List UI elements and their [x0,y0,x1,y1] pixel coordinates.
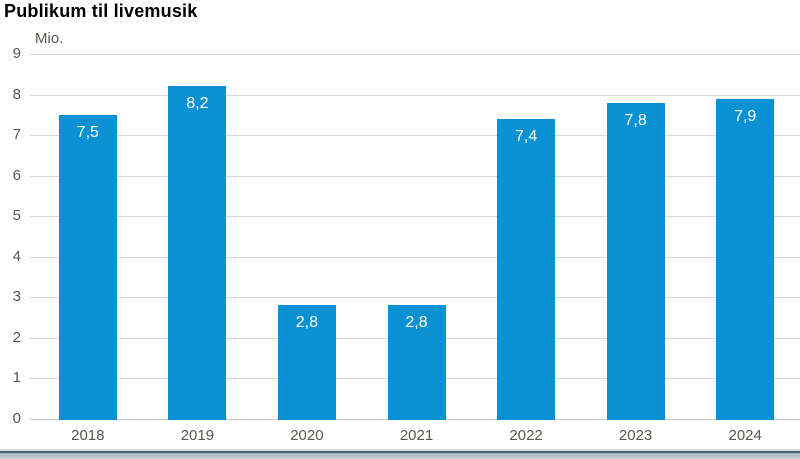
x-tick-label-2020: 2020 [290,427,324,444]
bar-2020 [277,305,336,420]
bar-value-label-2018: 7,5 [76,123,99,141]
bar-2024 [716,98,775,420]
bar-2022 [497,118,556,420]
y-tick-label-1: 1 [12,369,21,386]
bar-value-label-2022: 7,4 [514,127,538,145]
gridline-3 [30,297,800,298]
bar-2021 [387,305,446,420]
bar-2019 [168,86,227,420]
y-tick-label-6: 6 [12,167,21,184]
gridline-9 [30,54,800,55]
y-tick-label-7: 7 [12,126,21,143]
x-tick-label-2023: 2023 [618,427,653,444]
y-tick-label-3: 3 [12,288,21,305]
bar-value-label-2020: 2,8 [295,314,319,332]
y-tick-label-9: 9 [12,45,21,62]
y-tick-label-0: 0 [12,410,21,427]
bar-2023 [606,102,665,420]
chart-title: Publikum til livemusik [4,1,198,21]
gridline-5 [30,216,800,217]
x-tick-label-2024: 2024 [728,427,762,444]
x-tick-label-2021: 2021 [399,427,434,444]
footer-divider-hairline [0,449,800,451]
bar-value-label-2023: 7,8 [624,111,647,129]
footer-divider-band [0,453,800,459]
y-axis-unit-label: Mio. [35,30,64,47]
bar-2018 [58,114,117,420]
y-tick-label-4: 4 [12,248,21,265]
x-tick-label-2022: 2022 [509,427,543,444]
y-tick-label-5: 5 [12,207,21,224]
footer-divider-dark-line [0,451,800,453]
gridline-6 [30,176,800,177]
bar-value-label-2024: 7,9 [734,107,757,125]
gridline-7 [30,135,800,136]
gridline-4 [30,257,800,258]
bar-value-label-2019: 8,2 [186,95,209,113]
bar-value-label-2021: 2,8 [405,314,428,332]
y-tick-label-8: 8 [12,86,21,103]
gridline-8 [30,95,800,96]
y-tick-label-2: 2 [12,329,21,346]
footer-divider [0,449,800,459]
x-tick-label-2019: 2019 [180,427,215,444]
x-tick-label-2018: 2018 [71,427,105,444]
